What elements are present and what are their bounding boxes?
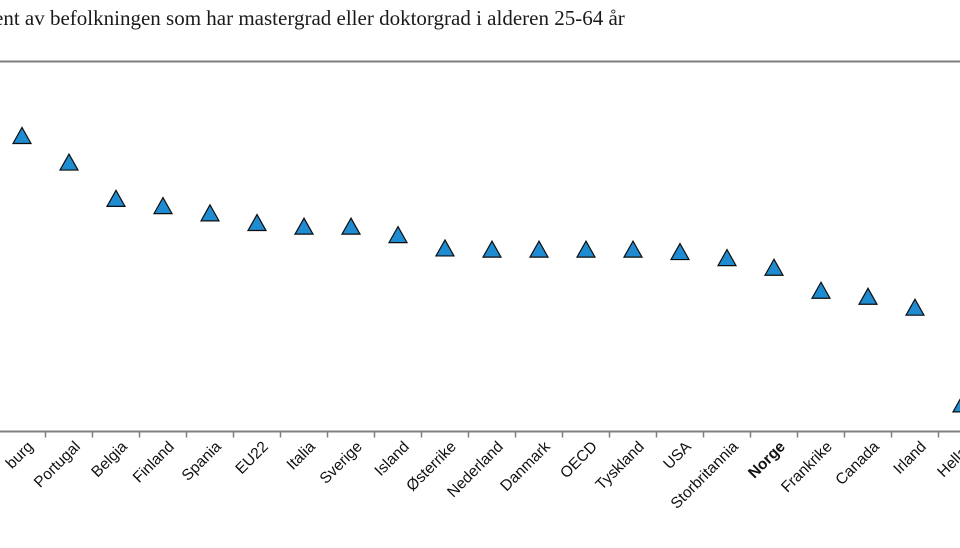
data-point-danmark [528,239,550,258]
x-tick-label-tyskland: Tyskland [593,438,648,493]
data-point-portugal [58,152,80,171]
data-point-burg [11,126,33,145]
x-tick-label-finland: Finland [130,438,178,486]
data-point-italia [293,216,315,235]
x-tick-label-oecd: OECD [557,438,601,482]
x-tick-label-usa: USA [660,438,695,473]
data-point-finland [152,196,174,215]
chart-title: ent av befolkningen som har mastergrad e… [0,6,625,30]
x-tick-label-hellas: Hellas [934,438,960,481]
data-point-nederland [481,239,503,258]
data-point-norge [763,258,785,276]
x-tick-label-frankrike: Frankrike [778,438,836,496]
x-tick-label-irland: Irland [890,438,929,477]
data-point-canada [857,287,879,305]
data-point-sverige [340,216,362,235]
x-tick-label-island: Island [372,438,413,479]
x-tick-label-sverige: Sverige [317,438,366,487]
data-point-irland [904,297,926,316]
x-axis-ticks [44,431,940,438]
data-point-oecd [575,239,597,258]
x-tick-label-norge: Norge [745,438,789,482]
data-point-island [387,225,409,244]
x-tick-label-spania: Spania [179,438,225,484]
data-point-usa [669,242,691,261]
x-tick-label-portugal: Portugal [31,438,84,491]
data-point-sterrike [434,238,456,257]
x-tick-label-burg: burg [3,438,37,472]
x-tick-label-danmark: Danmark [497,438,554,495]
data-point-tyskland [622,239,644,258]
data-markers [11,126,960,413]
x-tick-label-italia: Italia [284,438,319,473]
x-tick-label-belgia: Belgia [88,438,131,481]
data-point-frankrike [810,281,832,299]
data-point-hellas [951,398,960,413]
data-point-eu22 [246,213,268,232]
data-point-spania [199,203,221,222]
x-tick-label-canada: Canada [832,438,883,489]
data-point-belgia [105,189,127,207]
data-point-storbritannia [716,248,738,267]
x-tick-label-eu22: EU22 [232,438,271,477]
